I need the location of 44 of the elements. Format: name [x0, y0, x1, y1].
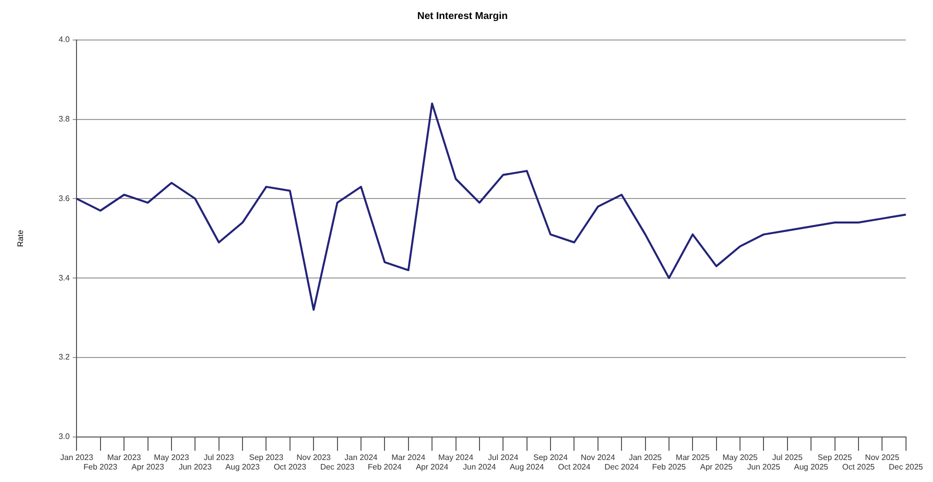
- x-tick-label: Jan 2023: [60, 452, 94, 462]
- x-tick-label: Jul 2024: [488, 452, 519, 462]
- x-tick-label: Mar 2024: [391, 452, 426, 462]
- y-tick-label: 3.6: [58, 194, 70, 203]
- y-tick-label: 3.2: [58, 352, 70, 362]
- x-tick-label: Apr 2025: [700, 462, 734, 472]
- x-tick-label: Dec 2025: [888, 462, 924, 472]
- x-tick-label: Jul 2023: [204, 452, 235, 462]
- x-tick-label: Jan 2024: [344, 452, 378, 462]
- x-tick-label: Oct 2023: [274, 462, 307, 472]
- x-tick-label: Aug 2023: [225, 462, 260, 472]
- y-tick-label: 3.8: [58, 114, 70, 124]
- x-tick-label: Nov 2024: [580, 452, 616, 462]
- x-tick-label: Mar 2023: [107, 452, 142, 462]
- x-tick-label: May 2023: [154, 452, 190, 462]
- x-tick-label: Feb 2025: [652, 462, 686, 472]
- x-tick-label: Jul 2025: [772, 452, 804, 462]
- x-tick-label: Jun 2025: [747, 462, 781, 472]
- y-tick-label: 3.0: [58, 432, 70, 442]
- x-tick-label: Jan 2025: [628, 452, 662, 462]
- x-tick-label: Jun 2024: [462, 462, 496, 472]
- x-tick-label: Dec 2023: [320, 462, 355, 472]
- x-tick-label: Nov 2023: [296, 452, 332, 462]
- x-tick-label: Sep 2023: [249, 452, 284, 462]
- chart-title: Net Interest Margin: [417, 10, 508, 22]
- x-tick-label: Feb 2023: [84, 462, 118, 472]
- x-tick-label: Sep 2025: [818, 452, 852, 462]
- y-axis-title: Rate: [16, 229, 26, 247]
- y-tick-label: 3.4: [58, 273, 70, 282]
- x-tick-label: Dec 2024: [604, 462, 640, 472]
- x-tick-label: Mar 2025: [676, 452, 710, 462]
- x-tick-label: Oct 2025: [842, 462, 876, 472]
- y-tick-label: 4.0: [58, 35, 70, 44]
- x-tick-label: Jun 2023: [178, 462, 212, 472]
- x-tick-label: Aug 2024: [510, 462, 545, 472]
- x-tick-label: Apr 2024: [416, 462, 449, 472]
- x-tick-label: Aug 2025: [794, 462, 829, 472]
- x-tick-label: Apr 2023: [132, 462, 165, 472]
- x-tick-label: Sep 2024: [533, 452, 568, 462]
- x-tick-label: Feb 2024: [368, 462, 402, 472]
- x-tick-label: Nov 2025: [865, 452, 900, 462]
- x-tick-label: May 2024: [438, 452, 474, 462]
- x-tick-label: May 2025: [722, 452, 758, 462]
- x-tick-label: Oct 2024: [558, 462, 591, 472]
